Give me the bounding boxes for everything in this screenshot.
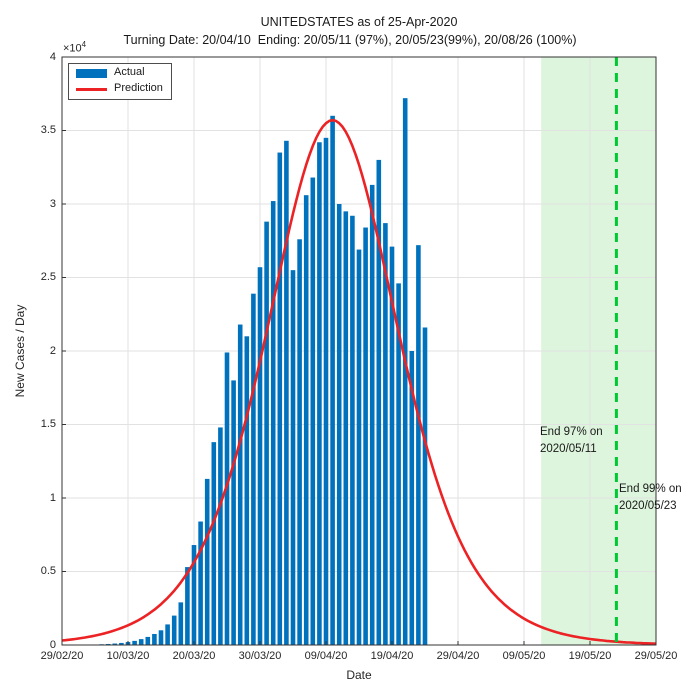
y-tick-label: 4 [49,50,56,63]
actual-bar [303,195,309,645]
actual-bar [224,352,230,645]
actual-bar [204,478,210,645]
actual-bar [356,249,362,645]
legend-item-prediction: Prediction [69,81,171,97]
actual-bar [396,283,401,645]
actual-bar [145,636,151,645]
legend-swatch-prediction-line [76,88,107,91]
actual-bar [191,545,197,645]
actual-bar [257,267,263,645]
legend-label-prediction: Prediction [114,82,163,94]
actual-bar [336,204,342,645]
annotation-end-97: End 97% on 2020/05/11 [540,424,603,458]
x-tick-label: 19/05/20 [568,650,612,662]
y-tick-label: 2 [49,344,56,357]
x-tick-label: 10/03/20 [106,650,150,662]
actual-bar [376,159,382,645]
y-tick-label: 0.5 [40,565,56,577]
x-tick-label: 20/03/20 [172,650,216,662]
actual-bar [363,227,368,645]
actual-bar [416,245,421,645]
actual-bar [330,115,335,645]
actual-bar [270,201,276,645]
actual-bar [310,177,316,645]
actual-bar [198,521,203,645]
annotation-end-99-line1: End 99% on [619,483,682,495]
actual-bar [244,336,250,645]
actual-bar [343,211,349,645]
actual-bar [237,324,243,645]
actual-bar [290,270,296,645]
actual-bar [284,140,289,645]
actual-bar [350,215,355,645]
actual-bar [158,630,164,645]
prediction-curve [61,118,657,645]
chart-subtitle: Turning Date: 20/04/10 Ending: 20/05/11 … [123,33,577,47]
x-tick-label: 09/05/20 [502,650,546,662]
actual-bar [317,142,322,645]
actual-bar [422,327,428,645]
annotation-end-97-line2: 2020/05/11 [540,443,597,455]
actual-bars-series [62,98,428,645]
actual-bar [211,442,217,645]
annotation-end-97-line1: End 97% on [540,426,603,438]
x-tick-label: 29/04/20 [436,650,480,662]
actual-bar [112,643,118,645]
legend-swatch-actual-bar [76,69,107,78]
x-axis-label: Date [346,668,372,682]
actual-bar [402,98,408,645]
axis-ticks [61,56,657,646]
y-tick-label: 1 [49,491,56,504]
actual-bar [152,633,157,645]
actual-bar [323,137,329,645]
actual-bar [218,427,223,645]
actual-bar [297,239,302,645]
x-tick-label: 30/03/20 [238,650,282,662]
y-axis-multiplier: ×104 [63,40,87,55]
y-tick-label: 2.5 [40,271,56,283]
legend-label-actual: Actual [114,66,145,78]
actual-bar [132,640,137,645]
y-tick-label: 3 [49,197,56,210]
legend-item-actual: Actual [69,65,171,81]
x-tick-label: 09/04/20 [304,650,348,662]
actual-bar [383,223,388,645]
actual-bar [231,380,236,645]
actual-bar [369,184,375,645]
y-tick-label: 3.5 [40,124,56,136]
annotation-end-99-line2: 2020/05/23 [619,500,677,512]
y-tick-label: 0 [49,638,56,651]
actual-bar [178,602,184,645]
actual-bar [277,152,283,645]
page-title: UNITEDSTATES as of 25-Apr-2020 [260,15,458,29]
legend: Actual Prediction [68,63,172,100]
actual-bar [138,639,144,645]
x-tick-label: 29/02/20 [40,650,84,662]
actual-bar [264,221,269,645]
actual-bar [171,615,177,645]
actual-bar [119,642,124,645]
actual-bar [185,567,190,645]
annotation-end-99: End 99% on 2020/05/23 [619,481,682,515]
actual-bar [165,624,170,645]
actual-bar [389,246,395,645]
actual-bar [409,351,415,645]
actual-bar [105,643,111,645]
actual-bar [251,293,256,645]
x-tick-label: 19/04/20 [370,650,414,662]
y-tick-label: 1.5 [40,418,56,430]
x-tick-label: 29/05/20 [634,650,678,662]
